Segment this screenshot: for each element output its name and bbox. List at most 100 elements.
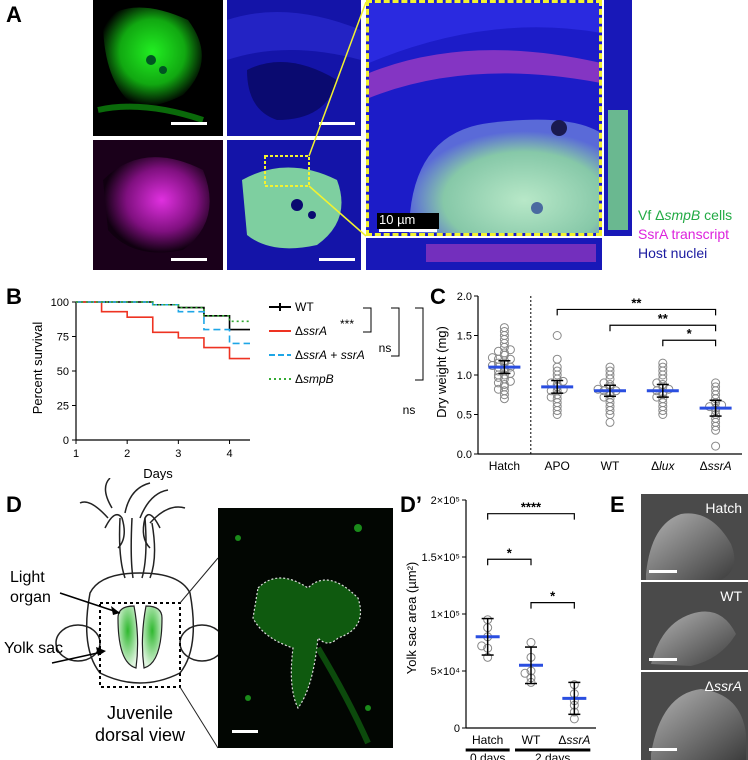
data-point	[499, 323, 509, 333]
x-tick-label: WT	[601, 459, 620, 473]
scale-label-box	[377, 213, 439, 229]
survival-legend-marks: *** ns ns	[269, 303, 424, 417]
data-point	[493, 372, 503, 382]
significance-bracket	[662, 339, 717, 347]
group-label: 2 days	[535, 751, 570, 760]
scale-bar	[171, 258, 207, 261]
scale-bar	[232, 730, 258, 733]
x-tick-label: 4	[226, 448, 232, 460]
x-tick-label: ΔssrA	[700, 459, 732, 473]
panel-label-c: C	[430, 284, 446, 309]
data-point	[605, 417, 615, 427]
data-point	[605, 366, 615, 376]
sem-label-hatch: Hatch	[705, 500, 742, 516]
survival-line-2	[76, 301, 250, 345]
sem-label-wt: WT	[720, 588, 742, 604]
data-point	[711, 382, 721, 392]
micrograph-zoom: 10 µm	[366, 0, 602, 236]
sem-label-ssra: ΔssrA	[704, 678, 742, 694]
y-tick-label: 50	[57, 366, 69, 378]
data-point	[658, 358, 668, 368]
legend-ssra-complement: ΔssrA + ssrA	[295, 348, 365, 362]
x-tick-label: Δlux	[651, 459, 675, 473]
x-axis-label: Days	[143, 466, 173, 480]
scale-label: 10 µm	[379, 212, 416, 227]
micrograph-green-channel	[93, 0, 223, 136]
x-tick-label: Hatch	[489, 459, 520, 473]
micrograph-merged	[227, 140, 361, 270]
significance-label: **	[631, 295, 642, 310]
significance-label: *	[550, 589, 556, 604]
significance-label: ****	[521, 500, 542, 515]
y-tick-label: 0	[63, 435, 69, 447]
data-point	[487, 353, 497, 363]
dry-weight-chart: Dry weight (mg) 0.0 0.5 1.0 1.5 2.0 Hatch APO W…	[434, 291, 742, 473]
zoom-connector-lines	[308, 1, 367, 237]
scale-bar	[649, 658, 677, 661]
data-point	[558, 376, 568, 386]
panel-label-a: A	[6, 2, 22, 27]
data-point	[599, 392, 609, 402]
y-tick-label: 1.0	[457, 370, 472, 382]
y-tick-label: 25	[57, 401, 69, 413]
significance-label: **	[658, 311, 669, 326]
legend-ssra: ΔssrA	[295, 324, 328, 338]
yolk-sac-chart: Yolk sac area (µm²) 0 5×10⁴ 1×10⁵ 1.5×10⁵ 2×…	[404, 495, 596, 760]
scale-bar	[319, 258, 355, 261]
panel-label-e: E	[610, 492, 625, 517]
significance-label: *	[687, 326, 693, 341]
zoom-region-box	[264, 155, 310, 187]
data-point	[658, 362, 668, 372]
survival-legend: WT ΔssrA ΔssrA + ssrA ΔsmpB	[255, 286, 415, 426]
x-tick-label: 3	[175, 448, 181, 460]
x-tick-label: 1	[73, 448, 79, 460]
data-point	[499, 386, 509, 396]
panel-label-d: D	[6, 492, 22, 517]
significance-label: *	[507, 545, 513, 560]
y-tick-label: 100	[51, 297, 69, 309]
data-point	[520, 668, 530, 678]
survival-line-1	[76, 301, 250, 360]
scale-bar	[171, 122, 207, 125]
x-tick-label: ΔssrA	[558, 733, 590, 747]
sem-images: Hatch WT ΔssrA	[641, 494, 748, 760]
y-tick-label: 5×10⁴	[430, 666, 460, 678]
legend-green: Vf ΔsmpB cells	[638, 207, 733, 223]
scale-bar	[649, 748, 677, 751]
micrograph-light-organ	[218, 508, 393, 748]
legend-magenta: SsrA transcript	[638, 226, 730, 242]
y-tick-label: 1×10⁵	[431, 609, 460, 621]
y-tick-label: 2.0	[457, 291, 472, 303]
group-label: 0 days	[470, 751, 505, 760]
micrograph-blue-channel	[227, 0, 361, 136]
y-axis-label: Dry weight (mg)	[434, 326, 449, 418]
data-point	[552, 354, 562, 364]
yolk-sac-label: Yolk sac	[4, 640, 63, 657]
diagram-caption: Juvenile dorsal view	[94, 703, 186, 745]
x-tick-label: WT	[522, 733, 541, 747]
significance-label: ns	[379, 341, 392, 355]
data-point	[505, 345, 515, 355]
scale-bar	[649, 570, 677, 573]
data-point	[711, 378, 721, 388]
y-axis-label: Yolk sac area (µm²)	[404, 562, 419, 675]
y-tick-label: 0.5	[457, 410, 472, 422]
light-organ-label: Light organ	[10, 569, 51, 606]
data-point	[593, 384, 603, 394]
scale-bar	[319, 122, 355, 125]
x-tick-label: APO	[545, 459, 570, 473]
y-tick-label: 1.5	[457, 331, 472, 343]
significance-bracket	[609, 324, 717, 332]
survival-chart: Percent survival Days 0 25 50 75 100 1 2 3 4	[30, 297, 250, 480]
squid-diagram	[51, 478, 225, 749]
legend-smpb: ΔsmpB	[295, 372, 334, 386]
micrograph-side-projection	[604, 0, 632, 236]
panel-label-d-prime: D’	[400, 492, 422, 517]
data-point	[526, 638, 536, 647]
y-tick-label: 2×10⁵	[431, 495, 460, 507]
significance-label: ns	[403, 403, 416, 417]
legend-blue: Host nuclei	[638, 245, 708, 261]
micrograph-magenta-channel	[93, 140, 223, 270]
y-tick-label: 75	[57, 332, 69, 344]
micrograph-bottom-projection	[366, 238, 602, 270]
